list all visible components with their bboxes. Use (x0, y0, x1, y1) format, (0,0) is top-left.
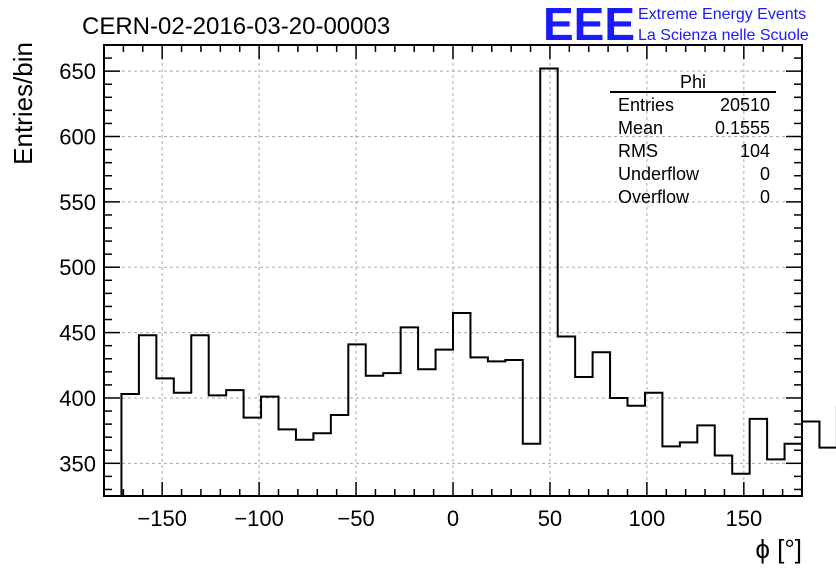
y-tick-label: 500 (59, 255, 96, 280)
stats-row-value: 0.1555 (715, 118, 770, 138)
histogram-bin (366, 376, 383, 496)
histogram-bin (401, 327, 418, 496)
tick-layer: −150 −100 −50 0 50 100 150 350 400 450 500 550 600 65… (59, 45, 802, 531)
stats-row-value: 20510 (720, 95, 770, 115)
y-axis-label: Entries/bin (8, 42, 38, 165)
x-tick-label: −50 (337, 506, 374, 531)
histogram-bin (313, 433, 330, 496)
x-tick-label: 50 (538, 506, 562, 531)
stats-row-value: 0 (760, 164, 770, 184)
histogram-bin (785, 444, 802, 496)
y-tick-label: 400 (59, 386, 96, 411)
histogram-bin (174, 393, 191, 496)
histogram-bin (331, 415, 348, 496)
x-tick-label: 100 (629, 506, 666, 531)
histogram-bin (558, 337, 575, 496)
histogram-bin (453, 313, 470, 496)
histogram-bin (209, 395, 226, 496)
histogram-bin (470, 357, 487, 496)
histogram-bin (645, 393, 662, 496)
stats-row-value: 104 (740, 141, 770, 161)
histogram-bin (819, 448, 836, 496)
histogram-bin (488, 361, 505, 496)
histogram-bin (121, 394, 138, 496)
stats-row-label: Underflow (618, 164, 700, 184)
eee-logo: EEE Extreme Energy Events La Scienza nel… (543, 0, 809, 50)
x-tick-label: 0 (447, 506, 459, 531)
histogram-bin (383, 373, 400, 496)
x-axis-label: ϕ [°] (755, 534, 802, 564)
histogram-bin (261, 397, 278, 496)
histogram-bin (139, 335, 156, 496)
y-tick-label: 650 (59, 59, 96, 84)
stats-row-label: RMS (618, 141, 658, 161)
histogram-bin (418, 369, 435, 496)
histogram-bin (575, 377, 592, 496)
histogram-layer (120, 67, 836, 496)
histogram-bin (715, 455, 732, 496)
y-tick-label: 600 (59, 125, 96, 150)
histogram-bin (750, 419, 767, 496)
histogram-bin (523, 444, 540, 496)
histogram-bin (279, 429, 296, 496)
histogram-bin (732, 474, 749, 496)
chart-title: CERN-02-2016-03-20-00003 (82, 13, 390, 40)
y-tick-label: 350 (59, 451, 96, 476)
histogram-bin (296, 440, 313, 496)
stats-title: Phi (680, 72, 706, 92)
histogram-bin (610, 398, 627, 496)
histogram-outline (120, 67, 836, 496)
histogram-bin (436, 350, 453, 496)
stats-row-label: Mean (618, 118, 663, 138)
histogram-bin (802, 421, 819, 496)
eee-logo-line2: La Scienza nelle Scuole (638, 27, 809, 44)
y-tick-label: 450 (59, 321, 96, 346)
histogram-bin (505, 360, 522, 496)
plot-frame (103, 44, 803, 497)
stats-row-label: Entries (618, 95, 674, 115)
x-tick-label: 150 (725, 506, 762, 531)
histogram-bin (680, 442, 697, 496)
y-tick-label: 550 (59, 190, 96, 215)
histogram-bin (348, 344, 365, 496)
histogram-bin (697, 425, 714, 496)
x-tick-label: −150 (137, 506, 187, 531)
histogram-bin (540, 69, 557, 496)
histogram-bin (628, 406, 645, 496)
stats-row-label: Overflow (618, 187, 690, 207)
histogram-bin (662, 446, 679, 496)
x-tick-label: −100 (234, 506, 284, 531)
stats-box: Phi Entries 20510 Mean 0.1555 RMS 104 Underflow… (610, 72, 776, 207)
histogram-bin (593, 352, 610, 496)
histogram-bin (156, 378, 173, 496)
eee-logo-mark: EEE (543, 0, 635, 50)
histogram-bin (191, 335, 208, 496)
histogram-bin (226, 390, 243, 496)
eee-logo-line1: Extreme Energy Events (638, 6, 806, 23)
stats-row-value: 0 (760, 187, 770, 207)
